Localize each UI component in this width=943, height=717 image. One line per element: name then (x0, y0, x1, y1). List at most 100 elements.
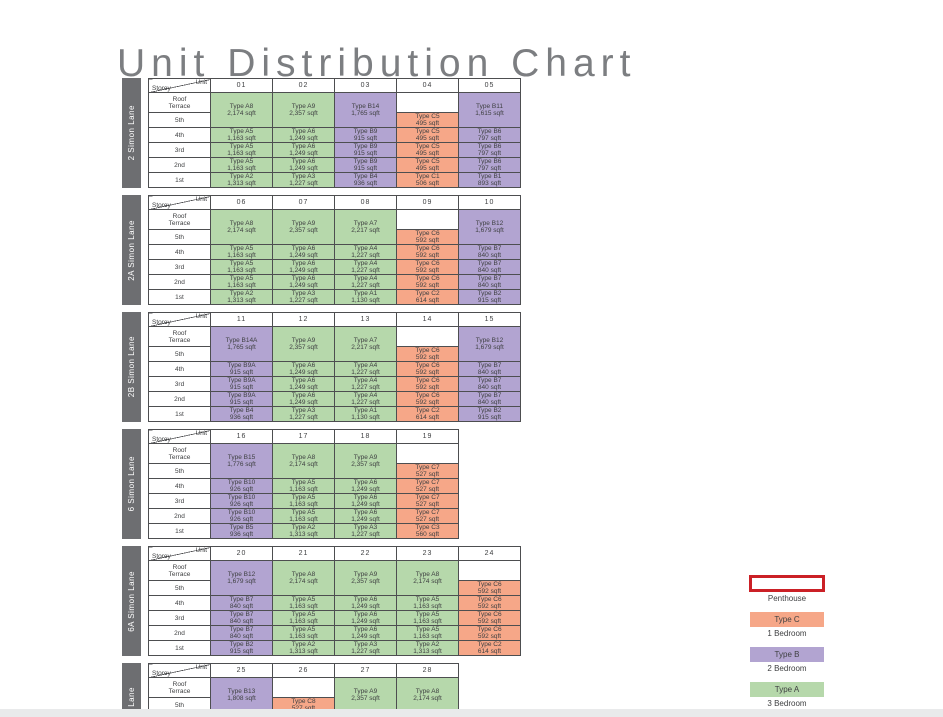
unit-type-label: Type A4 (353, 392, 378, 400)
unit-cell: Type C6 592 sqft (396, 244, 459, 260)
unit-type-label: Type A6 (353, 626, 378, 634)
unit-area-label: 592 sqft (477, 588, 502, 595)
unit-type-label: Type C5 (415, 113, 440, 121)
unit-type-label: Type B14A (225, 337, 258, 344)
unit-cell: Type A3 1,227 sqft (272, 406, 335, 422)
legend: Penthouse Type C 1 Bedroom Type B 2 Bedr… (747, 575, 827, 717)
unit-type-label: Type A8 (415, 688, 440, 695)
unit-type-label: Type A3 (291, 407, 316, 415)
unit-area-label: 915 sqft (477, 297, 502, 304)
unit-cell: Type C7 527 sqft (396, 493, 459, 509)
unit-cell: Type C6 592 sqft (396, 346, 459, 362)
unit-type-label: Type B9 (353, 158, 378, 166)
unit-type-label: Type A6 (291, 143, 316, 151)
roof-terrace-empty-cell (272, 677, 335, 698)
unit-area-label: 840 sqft (229, 603, 254, 610)
unit-area-label: 527 sqft (415, 471, 440, 478)
unit-number: 03 (334, 78, 397, 93)
unit-area-label: 1,227 sqft (351, 369, 380, 376)
unit-number: 17 (272, 429, 335, 444)
unit-type-label: Type A9 (291, 103, 316, 110)
unit-type-label: Type B2 (477, 290, 502, 298)
unit-type-label: Type C6 (415, 230, 440, 238)
storey-label-3rd: 3rd (148, 376, 211, 392)
unit-type-label: Type B11 (476, 103, 503, 110)
unit-area-label: 592 sqft (415, 282, 440, 289)
unit-cell: Type B2 915 sqft (210, 640, 273, 656)
unit-area-label: 1,808 sqft (227, 695, 256, 702)
unit-cell: Type C5 495 sqft (396, 142, 459, 158)
unit-number: 18 (334, 429, 397, 444)
unit-area-label: 840 sqft (477, 369, 502, 376)
unit-cell: Type C5 495 sqft (396, 127, 459, 143)
unit-area-label: 936 sqft (229, 414, 254, 421)
unit-area-label: 1,249 sqft (289, 384, 318, 391)
unit-area-label: 1,130 sqft (351, 414, 380, 421)
unit-type-label: Type C6 (477, 581, 502, 589)
unit-cell: Type A2 1,313 sqft (210, 289, 273, 305)
unit-area-label: 1,313 sqft (227, 297, 256, 304)
storey-label-5th: 5th (148, 346, 211, 362)
unit-type-label: Type A3 (353, 524, 378, 532)
unit-type-label: Type C1 (415, 173, 440, 181)
unit-area-label: 2,357 sqft (289, 227, 318, 234)
unit-cell: Type A2 1,313 sqft (396, 640, 459, 656)
unit-type-label: Type A1 (353, 407, 378, 415)
penthouse-cell: Type A8 2,174 sqft (272, 560, 335, 596)
unit-cell: Type B2 915 sqft (458, 406, 521, 422)
storey-label-1st: 1st (148, 406, 211, 422)
penthouse-cell: Type B13 1,808 sqft (210, 677, 273, 713)
unit-type-label: Type B9A (227, 377, 256, 385)
unit-area-label: 1,130 sqft (351, 297, 380, 304)
unit-cell: Type B4 936 sqft (210, 406, 273, 422)
unit-area-label: 495 sqft (415, 150, 440, 157)
unit-area-label: 936 sqft (229, 531, 254, 538)
storey-label-4th: 4th (148, 361, 211, 377)
unit-cell: Type B7 840 sqft (458, 361, 521, 377)
unit-cell: Type A2 1,313 sqft (210, 172, 273, 188)
unit-type-label: Type A6 (353, 494, 378, 502)
unit-area-label: 840 sqft (477, 384, 502, 391)
unit-area-label: 1,313 sqft (289, 531, 318, 538)
storey-label-roof-terrace: Roof Terrace (148, 326, 211, 347)
roof-terrace-empty-cell (458, 560, 521, 581)
unit-number: 11 (210, 312, 273, 327)
unit-cell: Type B10 926 sqft (210, 493, 273, 509)
unit-area-label: 1,765 sqft (351, 110, 380, 117)
unit-cell: Type B1 893 sqft (458, 172, 521, 188)
legend-item-type-a: Type A 3 Bedroom (747, 682, 827, 708)
unit-type-label: Type A5 (415, 611, 440, 619)
unit-type-label: Type A6 (291, 392, 316, 400)
unit-area-label: 1,249 sqft (351, 603, 380, 610)
unit-type-label: Type C6 (477, 626, 502, 634)
unit-cell: Type B4 936 sqft (334, 172, 397, 188)
storey-label-5th: 5th (148, 463, 211, 479)
penthouse-cell: Type B11 1,615 sqft (458, 92, 521, 128)
unit-area-label: 2,174 sqft (227, 227, 256, 234)
unit-cell: Type B7 840 sqft (458, 391, 521, 407)
building-name-bar: 6 Simon Lane (122, 429, 141, 539)
unit-type-label: Type B9A (227, 392, 256, 400)
unit-type-label: Type C7 (415, 464, 440, 472)
page-title: Unit Distribution Chart (117, 42, 637, 86)
unit-type-label: Type A5 (291, 494, 316, 502)
unit-cell: Type B2 915 sqft (458, 289, 521, 305)
storey-axis-label: Storey (152, 436, 171, 443)
unit-area-label: 592 sqft (415, 399, 440, 406)
unit-type-label: Type C2 (415, 290, 440, 298)
unit-area-label: 1,249 sqft (351, 501, 380, 508)
unit-cell: Type C6 592 sqft (396, 229, 459, 245)
unit-type-label: Type A5 (229, 128, 254, 136)
unit-area-label: 1,227 sqft (351, 252, 380, 259)
unit-area-label: 1,163 sqft (227, 252, 256, 259)
building-block-6a-simon-lane: 6A Simon Lane Unit Storey 20 21 22 23 24 Roof Ter… (122, 546, 521, 656)
unit-area-label: 915 sqft (353, 135, 378, 142)
unit-area-label: 506 sqft (415, 180, 440, 187)
